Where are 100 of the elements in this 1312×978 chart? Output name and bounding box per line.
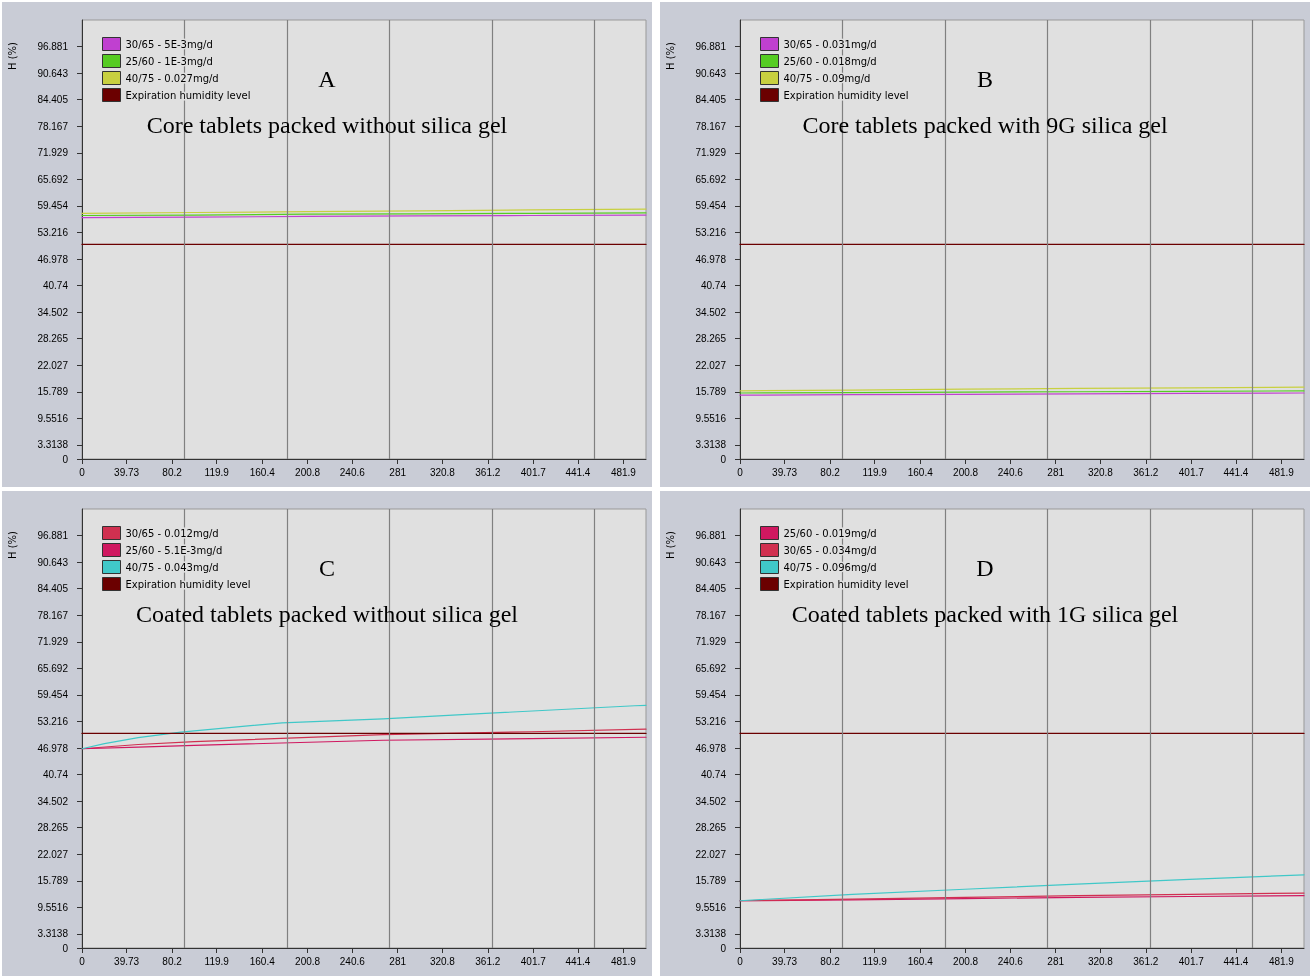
y-tick-label: 78.167 <box>37 609 69 621</box>
legend-label: 40/75 - 0.09mg/d <box>783 72 871 84</box>
y-tick-label: 34.502 <box>695 795 727 807</box>
x-tick-label: 281 <box>389 466 407 478</box>
y-tick-label: 46.978 <box>695 253 727 265</box>
x-tick-label: 119.9 <box>204 955 230 967</box>
y-tick-label: 71.929 <box>695 636 727 648</box>
x-tick-label: 320.8 <box>1087 955 1114 967</box>
x-tick-label: 320.8 <box>1087 466 1114 478</box>
y-axis-title: H (%) <box>664 41 676 70</box>
x-tick-label: 160.4 <box>249 955 276 967</box>
y-tick-label: 96.881 <box>37 530 69 542</box>
y-tick-label: 9.5516 <box>37 901 69 913</box>
legend-label: Expiration humidity level <box>125 578 251 590</box>
y-tick-label: 71.929 <box>37 636 69 648</box>
y-tick-label: 84.405 <box>37 94 69 106</box>
x-tick-label: 0 <box>79 466 86 478</box>
x-tick-label: 441.4 <box>565 466 591 478</box>
legend-label: 40/75 - 0.043mg/d <box>125 561 219 573</box>
y-tick-label: 65.692 <box>37 662 69 674</box>
legend-label: Expiration humidity level <box>783 578 909 590</box>
y-tick-label: 96.881 <box>37 41 69 53</box>
x-tick-label: 39.73 <box>114 955 140 967</box>
y-tick-label: 40.74 <box>42 769 69 781</box>
y-tick-label: 65.692 <box>695 173 727 185</box>
x-tick-label: 281 <box>1047 955 1065 967</box>
x-tick-label: 481.9 <box>610 466 637 478</box>
x-tick-label: 320.8 <box>429 955 456 967</box>
y-tick-label: 3.3138 <box>695 439 727 451</box>
text: A <box>318 66 337 92</box>
y-tick-label: 28.265 <box>37 822 69 834</box>
y-tick-label: 65.692 <box>695 662 727 674</box>
y-tick-label: 0 <box>62 453 69 465</box>
y-tick-label: 3.3138 <box>37 439 69 451</box>
x-tick-label: 200.8 <box>295 955 321 967</box>
x-tick-label: 320.8 <box>429 466 456 478</box>
x-tick-label: 200.8 <box>953 466 979 478</box>
y-tick-label: 59.454 <box>37 200 69 212</box>
x-tick-label: 441.4 <box>565 955 591 967</box>
x-tick-label: 240.6 <box>339 955 366 967</box>
x-tick-label: 240.6 <box>997 466 1024 478</box>
y-tick-label: 46.978 <box>37 253 69 265</box>
y-tick-label: 71.929 <box>695 147 727 159</box>
y-tick-label: 53.216 <box>37 715 69 727</box>
x-tick-label: 119.9 <box>862 955 888 967</box>
y-tick-label: 84.405 <box>695 583 727 595</box>
y-tick-label: 9.5516 <box>37 412 69 424</box>
y-tick-label: 15.789 <box>695 386 727 398</box>
y-tick-label: 15.789 <box>37 386 69 398</box>
x-tick-label: 361.2 <box>475 466 501 478</box>
x-tick-label: 281 <box>1047 466 1065 478</box>
y-tick-label: 59.454 <box>37 689 69 701</box>
legend-label: Expiration humidity level <box>125 89 251 101</box>
text: Coated tablets packed with 1G silica gel <box>791 601 1179 627</box>
x-tick-label: 281 <box>389 955 407 967</box>
x-tick-label: 361.2 <box>1133 466 1159 478</box>
text: C <box>318 555 336 581</box>
y-tick-label: 53.216 <box>695 715 727 727</box>
y-tick-label: 65.692 <box>37 173 69 185</box>
x-tick-label: 39.73 <box>772 466 798 478</box>
x-tick-label: 240.6 <box>339 466 366 478</box>
text: Core tablets packed without silica gel <box>146 112 508 138</box>
x-tick-label: 0 <box>79 955 86 967</box>
text: B <box>976 66 994 92</box>
x-tick-label: 39.73 <box>114 466 140 478</box>
text: D <box>976 555 994 581</box>
y-tick-label: 22.027 <box>37 848 69 860</box>
x-tick-label: 401.7 <box>1178 955 1205 967</box>
legend-label: 25/60 - 0.018mg/d <box>783 55 877 67</box>
y-tick-label: 40.74 <box>700 280 727 292</box>
y-tick-label: 90.643 <box>37 67 69 79</box>
y-tick-label: 84.405 <box>695 94 727 106</box>
y-tick-label: 90.643 <box>37 556 69 568</box>
y-tick-label: 28.265 <box>695 822 727 834</box>
y-tick-label: 90.643 <box>695 556 727 568</box>
y-tick-label: 96.881 <box>695 530 727 542</box>
y-axis-title: H (%) <box>664 530 676 559</box>
y-tick-label: 22.027 <box>37 359 69 371</box>
line-series <box>81 704 647 750</box>
y-tick-label: 9.5516 <box>695 901 727 913</box>
x-tick-label: 119.9 <box>862 466 888 478</box>
y-tick-label: 53.216 <box>695 226 727 238</box>
x-tick-label: 119.9 <box>204 466 230 478</box>
x-tick-label: 361.2 <box>475 955 501 967</box>
y-tick-label: 46.978 <box>37 742 69 754</box>
x-tick-label: 80.2 <box>820 955 841 967</box>
legend-label: 30/65 - 5E-3mg/d <box>125 38 213 50</box>
y-tick-label: 46.978 <box>695 742 727 754</box>
legend-label: 25/60 - 1E-3mg/d <box>125 55 213 67</box>
y-tick-label: 34.502 <box>37 795 69 807</box>
y-tick-label: 78.167 <box>695 120 727 132</box>
legend-label: 30/65 - 0.012mg/d <box>125 527 219 539</box>
legend-label: 25/60 - 0.019mg/d <box>783 527 877 539</box>
x-tick-label: 481.9 <box>1268 955 1295 967</box>
legend-label: 40/75 - 0.027mg/d <box>125 72 219 84</box>
x-tick-label: 200.8 <box>295 466 321 478</box>
y-tick-label: 96.881 <box>695 41 727 53</box>
x-tick-label: 481.9 <box>1268 466 1295 478</box>
y-tick-label: 15.789 <box>37 875 69 887</box>
y-tick-label: 59.454 <box>695 200 727 212</box>
